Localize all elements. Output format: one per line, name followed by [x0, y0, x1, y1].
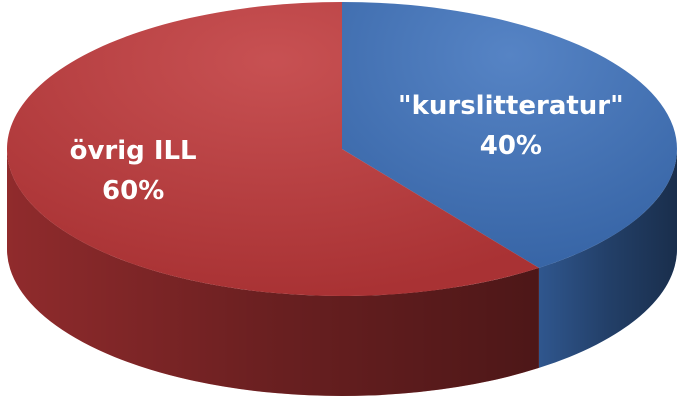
- slice-value-label: 40%: [480, 131, 542, 161]
- slice-side-shade: [538, 149, 677, 368]
- slice-shade: [6, 2, 539, 297]
- slice-value-label: 60%: [102, 176, 164, 206]
- slice-side-shade: [7, 149, 539, 397]
- slice-shade: [342, 2, 677, 268]
- slice-label: "kurslitteratur": [398, 91, 624, 121]
- slice-label: övrig ILL: [70, 136, 197, 166]
